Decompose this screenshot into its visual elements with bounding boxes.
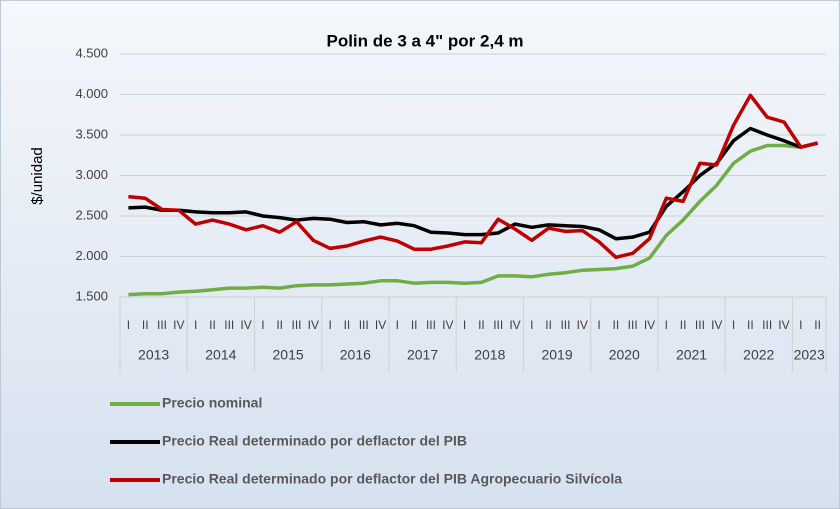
x-tick-label: I (597, 318, 600, 332)
x-tick-label: IV (577, 318, 588, 332)
x-tick-label: I (194, 318, 197, 332)
x-tick-label: II (747, 318, 754, 332)
x-tick-label: III (157, 318, 167, 332)
x-tick-label: I (732, 318, 735, 332)
legend-label: Precio Real determinado por deflactor de… (162, 433, 467, 449)
x-tick-label: II (613, 318, 620, 332)
series-line (128, 141, 819, 297)
year-label: 2021 (676, 347, 707, 363)
x-tick-label: I (127, 318, 130, 332)
year-label: 2017 (407, 347, 438, 363)
x-tick-label: III (291, 318, 301, 332)
x-tick-label: III (628, 318, 638, 332)
x-tick-label: III (493, 318, 503, 332)
year-label: 2016 (340, 347, 371, 363)
y-tick-label: 2.500 (75, 207, 108, 222)
y-tick-label: 1.500 (75, 288, 108, 303)
x-tick-label: II (276, 318, 283, 332)
x-tick-label: IV (778, 318, 789, 332)
year-label: 2022 (743, 347, 774, 363)
x-tick-label: I (261, 318, 264, 332)
y-tick-label: 3.000 (75, 167, 108, 182)
y-tick-label: 4.000 (75, 86, 108, 101)
y-tick-label: 4.500 (75, 45, 108, 60)
year-label: 2018 (474, 347, 505, 363)
x-tick-label: III (560, 318, 570, 332)
x-tick-label: III (762, 318, 772, 332)
x-tick-label: II (478, 318, 485, 332)
x-tick-label: II (545, 318, 552, 332)
year-label: 2013 (138, 347, 169, 363)
y-axis-label: $/unidad (29, 147, 46, 205)
year-label: 2023 (794, 347, 825, 363)
y-tick-label: 3.500 (75, 126, 108, 141)
year-label: 2020 (609, 347, 640, 363)
series-line (128, 93, 819, 260)
x-tick-label: II (680, 318, 687, 332)
x-tick-label: II (344, 318, 351, 332)
series-line (128, 126, 819, 241)
x-tick-label: II (142, 318, 149, 332)
x-tick-label: II (814, 318, 821, 332)
x-tick-label: IV (509, 318, 520, 332)
legend-label: Precio nominal (162, 395, 262, 411)
x-tick-label: I (665, 318, 668, 332)
x-tick-label: III (695, 318, 705, 332)
legend-label: Precio Real determinado por deflactor de… (162, 471, 622, 487)
x-tick-label: IV (240, 318, 251, 332)
x-tick-label: II (209, 318, 216, 332)
x-tick-label: I (799, 318, 802, 332)
y-tick-label: 2.000 (75, 248, 108, 263)
x-tick-label: IV (711, 318, 722, 332)
x-tick-label: IV (442, 318, 453, 332)
x-tick-label: IV (173, 318, 184, 332)
x-tick-label: III (359, 318, 369, 332)
x-tick-label: IV (375, 318, 386, 332)
chart-title: Polin de 3 a 4" por 2,4 m (326, 31, 523, 50)
x-tick-label: III (426, 318, 436, 332)
x-tick-label: III (224, 318, 234, 332)
x-tick-label: I (328, 318, 331, 332)
x-tick-label: I (463, 318, 466, 332)
x-tick-label: I (530, 318, 533, 332)
x-tick-label: IV (644, 318, 655, 332)
year-label: 2019 (541, 347, 572, 363)
x-tick-label: IV (308, 318, 319, 332)
year-label: 2015 (273, 347, 304, 363)
x-tick-label: I (396, 318, 399, 332)
year-label: 2014 (205, 347, 236, 363)
x-tick-label: II (411, 318, 418, 332)
